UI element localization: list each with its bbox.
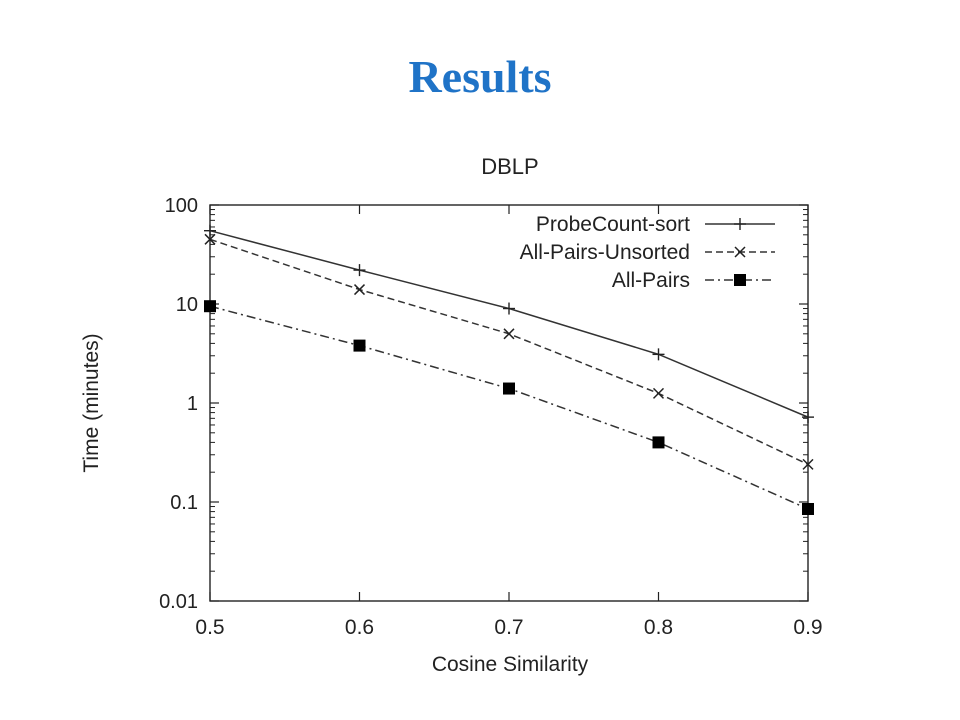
square-marker xyxy=(503,382,515,395)
x-tick-label: 0.8 xyxy=(644,616,673,639)
cross-marker xyxy=(503,328,515,340)
x-tick-label: 0.6 xyxy=(345,616,374,639)
cross-marker xyxy=(204,233,216,245)
square-marker xyxy=(204,300,216,313)
x-tick-label: 0.5 xyxy=(195,616,224,639)
chart-title: DBLP xyxy=(481,154,538,179)
square-marker xyxy=(652,436,665,449)
y-tick-label: 1 xyxy=(187,393,198,415)
x-tick-label: 0.7 xyxy=(494,616,523,639)
cross-marker xyxy=(802,458,814,470)
y-axis-label: Time (minutes) xyxy=(80,333,103,472)
plot-area-border xyxy=(209,204,809,602)
cross-marker xyxy=(734,246,746,258)
legend-label: ProbeCount-sort xyxy=(536,213,690,236)
y-tick-label: 10 xyxy=(176,294,198,316)
series-line xyxy=(209,238,809,466)
y-tick-label: 0.1 xyxy=(170,492,198,514)
square-marker xyxy=(353,339,366,352)
cross-marker xyxy=(652,387,665,399)
slide-title: Results xyxy=(408,51,552,102)
x-axis-label: Cosine Similarity xyxy=(432,653,589,676)
legend-label: All-Pairs-Unsorted xyxy=(520,241,690,264)
series-line xyxy=(209,305,809,510)
square-marker xyxy=(734,274,746,286)
legend-label: All-Pairs xyxy=(612,269,690,292)
y-tick-label: 100 xyxy=(165,195,198,217)
square-marker xyxy=(802,502,814,515)
x-tick-label: 0.9 xyxy=(793,616,822,639)
y-tick-label: 0.01 xyxy=(159,591,198,613)
cross-marker xyxy=(353,284,366,296)
